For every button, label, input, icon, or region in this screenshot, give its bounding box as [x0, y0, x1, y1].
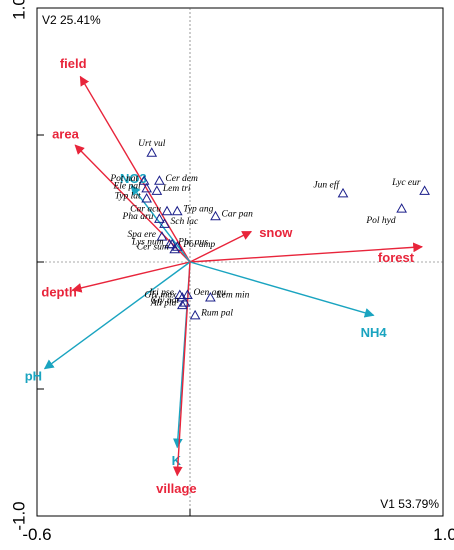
species-label: Phr aus: [177, 237, 208, 247]
species-label: Lem tri: [162, 184, 191, 194]
env-vector-label: field: [60, 56, 87, 71]
species-label: Car pan: [222, 209, 254, 219]
species-label: Lys num: [131, 237, 164, 247]
species-label: Spa ere: [128, 230, 156, 240]
species-label: Cer sum: [137, 242, 169, 252]
species-point-marker: [146, 147, 158, 157]
species-point-marker: [210, 210, 221, 221]
species-label: Lyc eur: [391, 178, 421, 188]
species-label: Urt vul: [138, 139, 166, 149]
species-label: Rum pal: [200, 309, 233, 319]
species-point-marker: [182, 289, 193, 300]
species-point-marker: [169, 243, 181, 254]
env-vector-arrow: [79, 75, 191, 263]
env-vector-label: snow: [259, 225, 293, 240]
tick-labels: -0.6 1.0 1.0 -1.0: [9, 0, 454, 544]
species-point-marker: [141, 182, 153, 193]
y-tick-label: -1.0: [9, 501, 28, 530]
env-vector-label: village: [156, 481, 196, 496]
species-label: Typ ang: [183, 204, 213, 214]
env-vector-label: forest: [378, 250, 415, 265]
species-point-marker: [171, 205, 183, 216]
species-label: Sch lac: [171, 217, 199, 227]
species-point-marker: [205, 292, 216, 302]
env-vector-arrow: [130, 185, 191, 263]
species-point-marker: [159, 218, 170, 228]
x-tick-label: -0.6: [22, 525, 51, 544]
species-point-marker: [164, 238, 175, 249]
env-vector-label: depth: [41, 285, 76, 300]
species-point-marker: [189, 309, 201, 320]
env-vector-arrow: [172, 261, 191, 477]
species-label: Iri pse: [148, 288, 174, 298]
species-label: Typ lat: [115, 192, 141, 202]
species-label: Pot nat: [109, 174, 138, 184]
species-label: Pol hyd: [365, 216, 396, 226]
env-vector-label: pH: [25, 368, 42, 383]
env-vector-arrow: [189, 230, 253, 263]
species-label: Gly max: [144, 291, 177, 301]
env-vector-arrow: [43, 261, 191, 370]
species-label: Pha aru: [122, 212, 154, 222]
species-label: Pol amp: [182, 240, 215, 250]
species-point-marker: [337, 187, 349, 198]
x-tick-label: 1.0: [433, 525, 454, 544]
env-vector-arrow: [189, 242, 424, 263]
y-axis-name-label: V2 25.41%: [42, 13, 101, 27]
species-point-marker: [419, 185, 430, 195]
species-label: Gly not: [151, 296, 180, 306]
species-point-marker: [176, 299, 188, 310]
y-tick-label: 1.0: [9, 0, 28, 20]
species-label: Car acu: [130, 204, 161, 214]
species-label: Lem min: [215, 291, 249, 301]
bottom-axis-ticks: [36, 509, 444, 516]
env-vector-label: K: [172, 453, 182, 468]
env-vector-label: NH4: [361, 325, 388, 340]
env-vector-arrow: [189, 261, 375, 318]
species-point-marker: [138, 175, 150, 185]
x-axis-name-label: V1 53.79%: [380, 497, 439, 511]
species-label: Ele pal: [112, 182, 141, 192]
species-point-marker: [154, 213, 165, 223]
species-point-marker: [141, 192, 153, 203]
env-vector-label: area: [52, 127, 80, 142]
env-vector-arrow: [71, 261, 191, 293]
species-label: Cer dem: [165, 174, 198, 184]
species-point-marker: [161, 205, 173, 216]
species-label: Jun eff: [313, 180, 340, 191]
species-point-marker: [154, 175, 165, 185]
species-label: Ali pla: [150, 298, 177, 308]
species-point-marker: [151, 185, 163, 195]
species-point-marker: [156, 231, 168, 241]
species-point-marker: [396, 203, 408, 213]
left-axis-ticks: [37, 7, 44, 517]
